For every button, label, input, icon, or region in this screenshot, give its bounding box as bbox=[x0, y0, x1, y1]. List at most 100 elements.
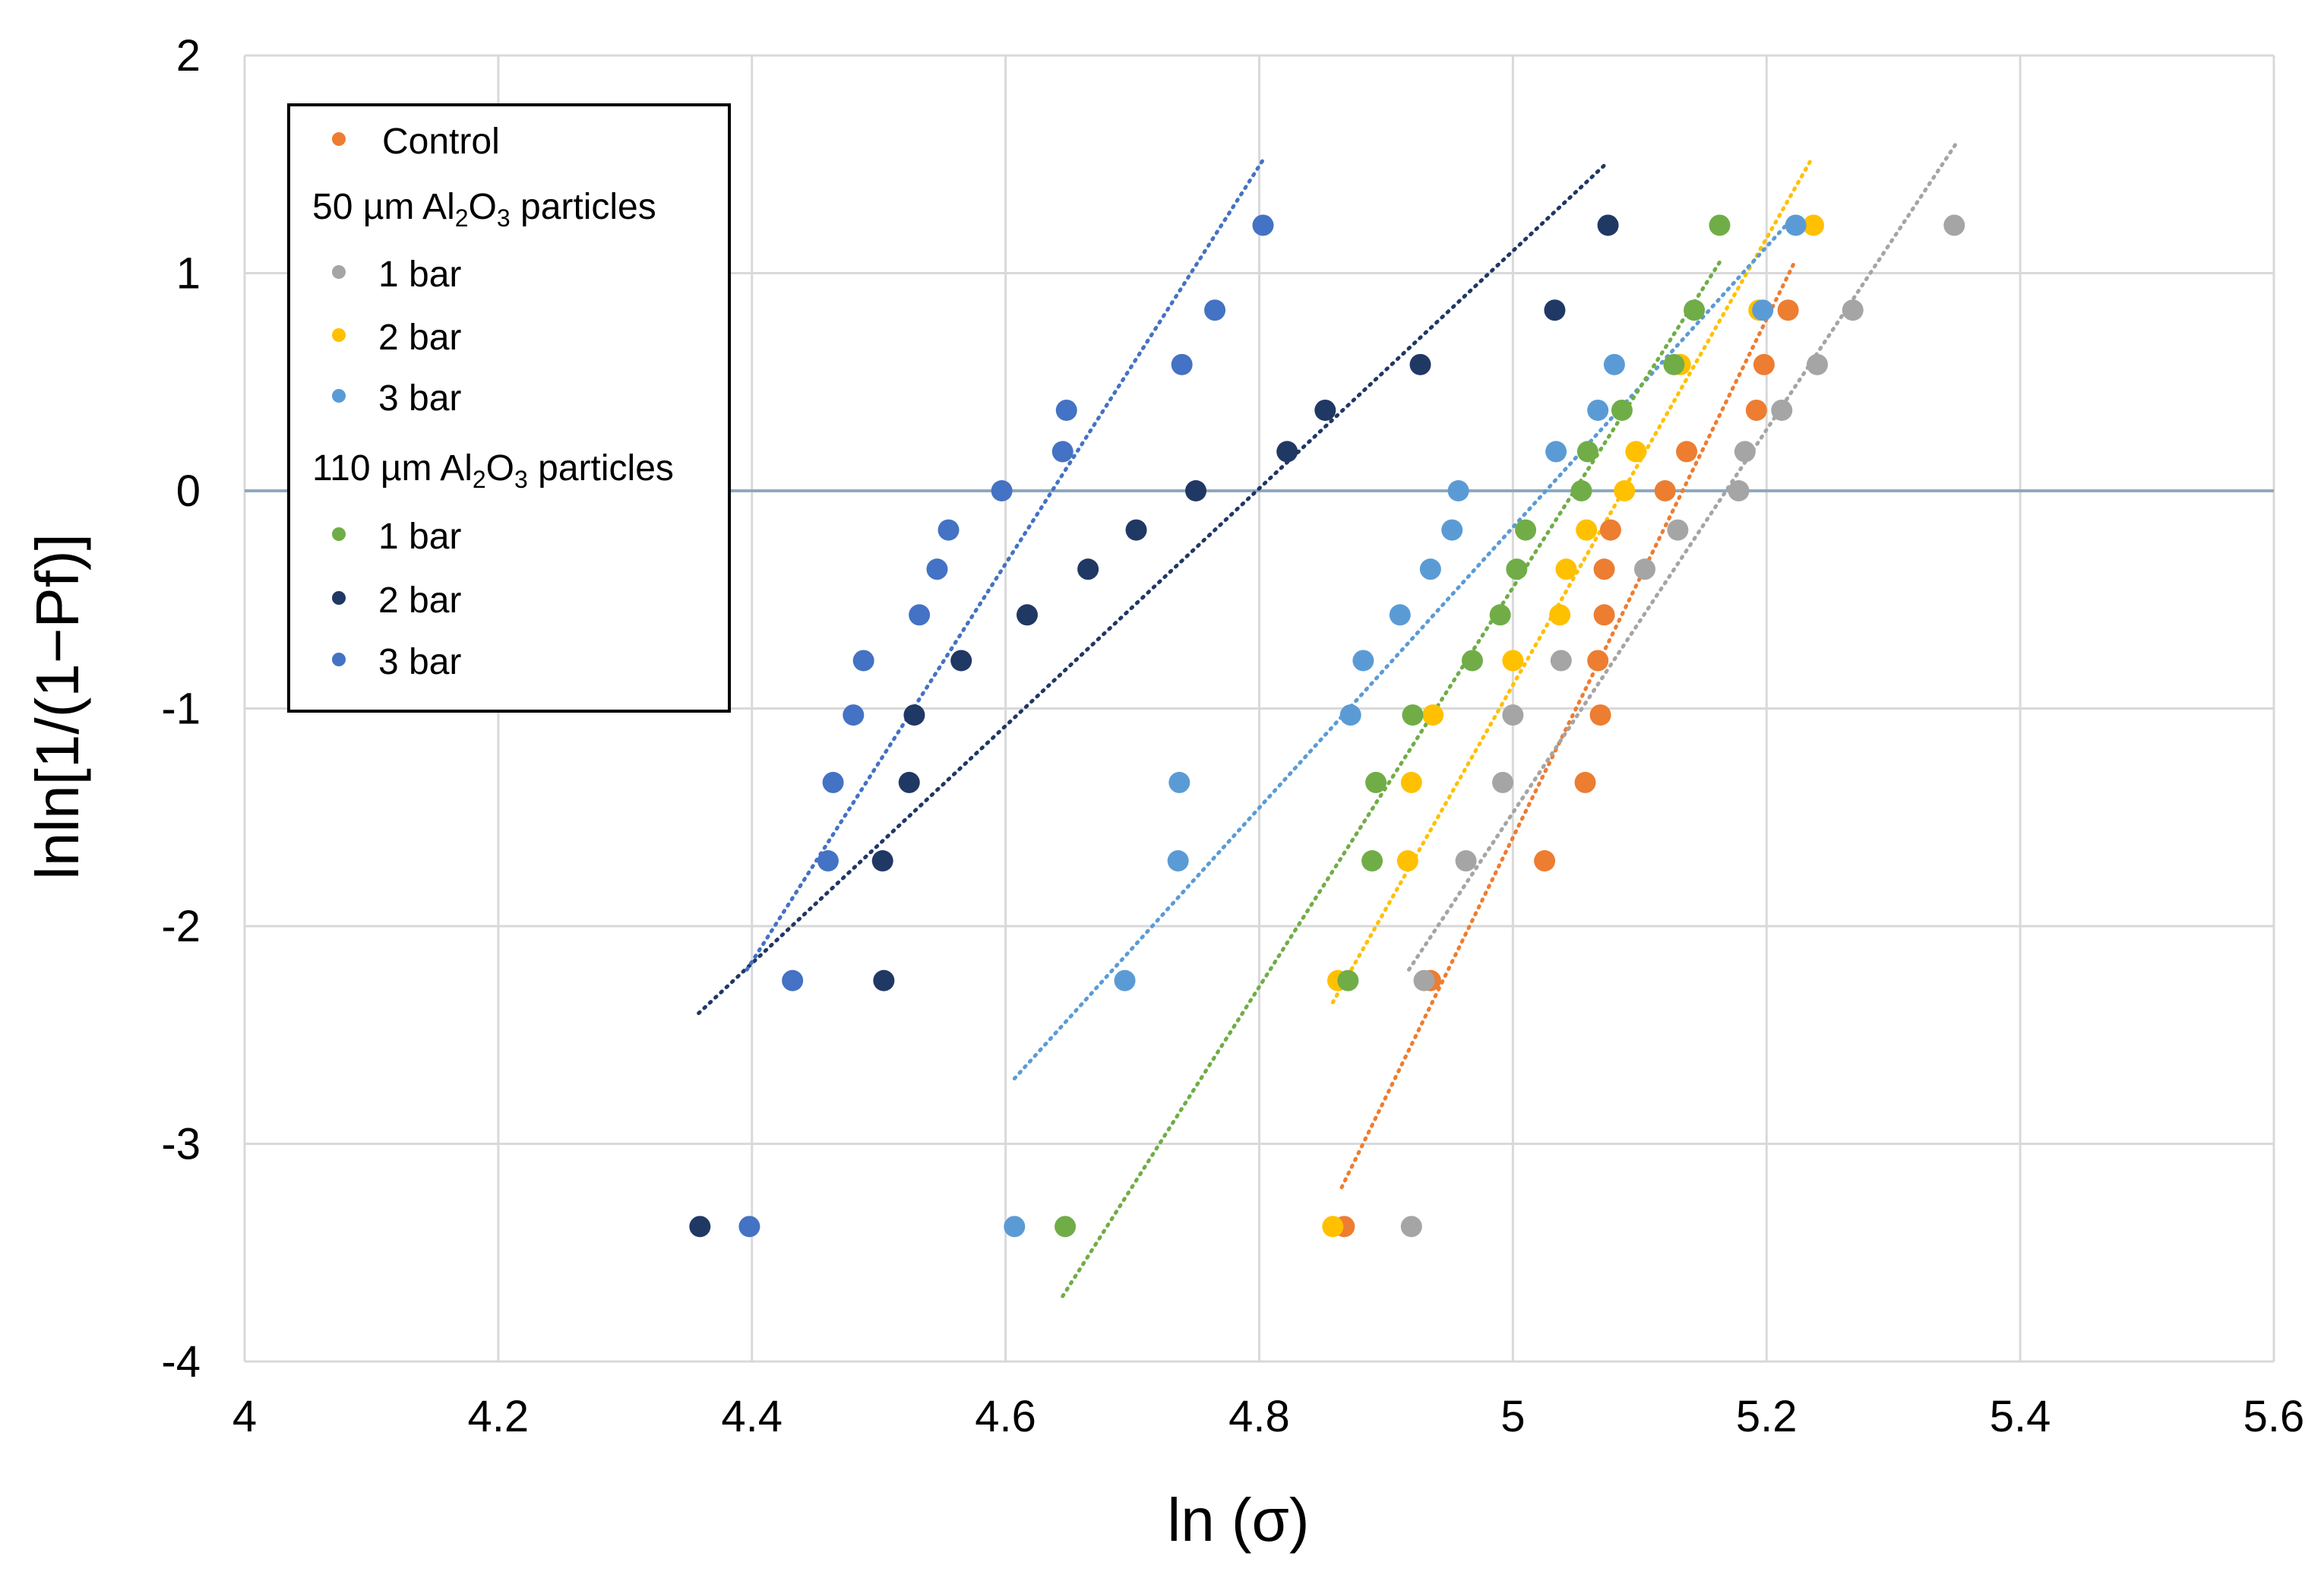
data-point-series-0 bbox=[1587, 650, 1609, 672]
data-point-series-4 bbox=[1663, 353, 1685, 375]
data-point-series-4 bbox=[1684, 299, 1706, 321]
data-point-series-1 bbox=[1734, 441, 1756, 463]
data-point-series-3 bbox=[1114, 969, 1136, 991]
trendline-series-1 bbox=[1406, 141, 1959, 972]
data-point-series-5 bbox=[1276, 441, 1298, 463]
data-point-series-5 bbox=[1125, 519, 1147, 541]
legend-header-part: O bbox=[469, 187, 497, 227]
legend-marker bbox=[332, 591, 346, 605]
y-tick-label: 0 bbox=[176, 466, 201, 516]
data-point-series-1 bbox=[1943, 214, 1965, 236]
data-point-series-4 bbox=[1361, 850, 1383, 872]
data-point-series-1 bbox=[1633, 558, 1655, 580]
data-point-series-0 bbox=[1593, 558, 1615, 580]
data-point-series-6 bbox=[782, 969, 804, 991]
data-point-series-1 bbox=[1413, 969, 1435, 991]
legend-entry-label: Control bbox=[382, 122, 500, 162]
x-tick-label: 4 bbox=[232, 1392, 257, 1441]
data-point-series-2 bbox=[1396, 850, 1418, 872]
data-point-series-1 bbox=[1728, 480, 1750, 501]
data-point-series-5 bbox=[1017, 604, 1039, 626]
data-point-series-0 bbox=[1534, 850, 1556, 872]
data-point-series-5 bbox=[871, 850, 893, 872]
data-point-series-1 bbox=[1807, 353, 1829, 375]
data-point-series-4 bbox=[1506, 558, 1528, 580]
data-point-series-2 bbox=[1502, 650, 1524, 672]
data-point-series-6 bbox=[1055, 399, 1077, 421]
y-tick-label: 1 bbox=[176, 249, 201, 299]
x-tick-label: 5.4 bbox=[1990, 1392, 2051, 1441]
data-point-series-0 bbox=[1593, 604, 1615, 626]
legend-header-part: 110 µm Al bbox=[312, 448, 473, 489]
grid-layer bbox=[243, 54, 2275, 1363]
data-point-series-2 bbox=[1400, 771, 1422, 793]
legend-marker bbox=[332, 132, 346, 146]
data-point-series-5 bbox=[1077, 558, 1099, 580]
legend-entry-label: 1 bar bbox=[378, 255, 461, 295]
data-point-series-4 bbox=[1402, 704, 1424, 726]
data-point-series-2 bbox=[1625, 441, 1647, 463]
data-point-series-2 bbox=[1422, 704, 1444, 726]
x-tick-label: 5.6 bbox=[2243, 1392, 2305, 1441]
data-point-series-1 bbox=[1492, 771, 1514, 793]
data-point-series-1 bbox=[1502, 704, 1524, 726]
trendline-series-0 bbox=[1339, 260, 1797, 1190]
trendline-series-6 bbox=[745, 158, 1266, 972]
data-point-series-1 bbox=[1550, 650, 1572, 672]
data-point-series-5 bbox=[873, 969, 895, 991]
data-point-series-3 bbox=[1339, 704, 1361, 726]
data-point-series-0 bbox=[1745, 399, 1767, 421]
data-point-series-5 bbox=[689, 1216, 711, 1238]
x-tick-label: 5 bbox=[1500, 1392, 1525, 1441]
data-point-series-6 bbox=[1252, 214, 1274, 236]
tick-labels-layer: 4 4.2 4.4 4.6 4.8 5 5.2 5.4 5.6 -4 -3 -2 -1 0 1 2 bbox=[161, 31, 2304, 1441]
data-point-series-5 bbox=[1544, 299, 1566, 321]
data-point-series-6 bbox=[1204, 299, 1226, 321]
data-point-series-5 bbox=[898, 771, 920, 793]
x-tick-label: 4.4 bbox=[721, 1392, 783, 1441]
data-point-series-3 bbox=[1441, 519, 1463, 541]
legend-header-part: 3 bbox=[497, 204, 511, 232]
data-point-series-3 bbox=[1389, 604, 1411, 626]
y-tick-label: -3 bbox=[161, 1120, 201, 1169]
legend-header-part: 2 bbox=[473, 466, 486, 493]
x-tick-label: 4.8 bbox=[1228, 1392, 1290, 1441]
legend-header-part: particles bbox=[511, 187, 656, 227]
data-point-series-1 bbox=[1771, 399, 1793, 421]
data-point-series-3 bbox=[1587, 399, 1609, 421]
x-axis-title: ln (σ) bbox=[1167, 1486, 1309, 1554]
data-point-series-5 bbox=[950, 650, 972, 672]
trendline-series-4 bbox=[1061, 260, 1722, 1298]
data-point-series-6 bbox=[1051, 441, 1073, 463]
data-point-series-5 bbox=[903, 704, 925, 726]
legend-header-part: 50 µm Al bbox=[312, 187, 455, 227]
data-point-series-1 bbox=[1400, 1216, 1422, 1238]
legend-marker bbox=[332, 265, 346, 279]
data-point-series-1 bbox=[1842, 299, 1864, 321]
legend-entry-label: 3 bar bbox=[378, 642, 461, 682]
data-point-series-3 bbox=[1168, 771, 1190, 793]
data-point-series-6 bbox=[1171, 353, 1193, 375]
y-axis-title: lnln[1/(1−Pf)] bbox=[24, 533, 91, 880]
data-point-series-2 bbox=[1614, 480, 1636, 501]
data-point-series-6 bbox=[926, 558, 948, 580]
data-point-series-4 bbox=[1576, 441, 1598, 463]
data-point-series-2 bbox=[1322, 1216, 1344, 1238]
data-point-series-0 bbox=[1574, 771, 1596, 793]
legend-group-header: 50 µm Al2O3 particles bbox=[312, 187, 656, 232]
data-point-series-6 bbox=[909, 604, 931, 626]
y-tick-label: 2 bbox=[176, 31, 201, 81]
data-points-layer bbox=[689, 214, 1965, 1238]
data-point-series-0 bbox=[1753, 353, 1775, 375]
data-point-series-5 bbox=[1185, 480, 1207, 501]
data-point-series-4 bbox=[1365, 771, 1387, 793]
legend-entry-label: 2 bar bbox=[378, 580, 461, 621]
data-point-series-4 bbox=[1054, 1216, 1077, 1238]
data-point-series-3 bbox=[1004, 1216, 1026, 1238]
data-point-series-6 bbox=[738, 1216, 760, 1238]
data-point-series-4 bbox=[1337, 969, 1359, 991]
data-point-series-1 bbox=[1455, 850, 1477, 872]
data-point-series-4 bbox=[1515, 519, 1537, 541]
legend-header-part: O bbox=[486, 448, 514, 489]
